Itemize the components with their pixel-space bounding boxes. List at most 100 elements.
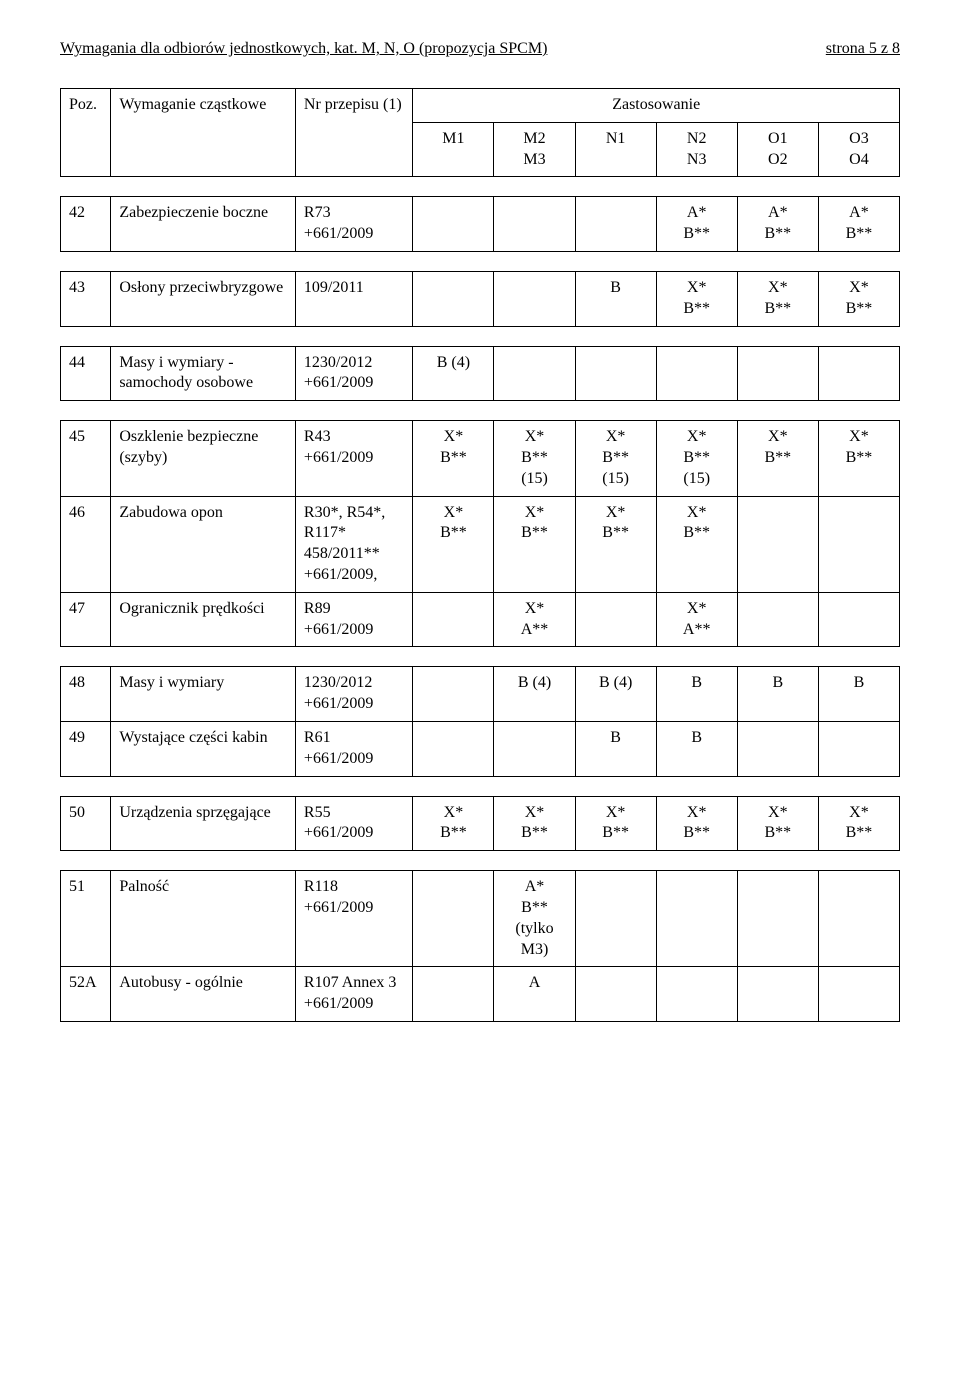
cell-wym: Palność [111, 871, 296, 967]
cell-m1: B (4) [413, 346, 494, 401]
cell-o1o2 [737, 871, 818, 967]
cell-o1o2 [737, 496, 818, 592]
cell-wym: Zabudowa opon [111, 496, 296, 592]
cell-o3o4: B [818, 667, 899, 722]
cell-o3o4 [818, 496, 899, 592]
cell-nr: R43+661/2009 [295, 421, 412, 496]
col-n1: N1 [575, 122, 656, 177]
cell-n1 [575, 871, 656, 967]
cell-n2n3: X*B** [656, 271, 737, 326]
table-row: 46 Zabudowa opon R30*, R54*, R117*458/20… [61, 496, 900, 592]
cell-poz: 43 [61, 271, 111, 326]
requirements-table: Poz. Wymaganie cząstkowe Nr przepisu (1)… [60, 88, 900, 1022]
cell-wym: Autobusy - ogólnie [111, 967, 296, 1022]
cell-n1 [575, 592, 656, 647]
cell-poz: 52A [61, 967, 111, 1022]
cell-n2n3 [656, 871, 737, 967]
cell-m2m3 [494, 721, 575, 776]
cell-nr: 1230/2012+661/2009 [295, 667, 412, 722]
cell-n2n3 [656, 967, 737, 1022]
col-m2m3: M2M3 [494, 122, 575, 177]
cell-o1o2: X*B** [737, 796, 818, 851]
cell-poz: 47 [61, 592, 111, 647]
header-left: Wymagania dla odbiorów jednostkowych, ka… [60, 40, 547, 58]
header-row-1: Poz. Wymaganie cząstkowe Nr przepisu (1)… [61, 89, 900, 123]
cell-n1: X*B** [575, 796, 656, 851]
cell-poz: 46 [61, 496, 111, 592]
cell-o3o4: X*B** [818, 421, 899, 496]
table-row: 48 Masy i wymiary 1230/2012+661/2009 B (… [61, 667, 900, 722]
header-right: strona 5 z 8 [826, 40, 900, 58]
cell-wym: Masy i wymiary [111, 667, 296, 722]
cell-n2n3: X*B** [656, 796, 737, 851]
cell-wym: Ogranicznik prędkości [111, 592, 296, 647]
cell-poz: 44 [61, 346, 111, 401]
cell-n1 [575, 197, 656, 252]
cell-m1 [413, 871, 494, 967]
cell-o1o2: B [737, 667, 818, 722]
cell-n1: B [575, 271, 656, 326]
cell-m1 [413, 592, 494, 647]
table-row: 45 Oszklenie bezpieczne (szyby) R43+661/… [61, 421, 900, 496]
cell-wym: Masy i wymiary - samochody osobowe [111, 346, 296, 401]
cell-poz: 48 [61, 667, 111, 722]
table-row: 42 Zabezpieczenie boczne R73+661/2009 A*… [61, 197, 900, 252]
cell-nr: R61+661/2009 [295, 721, 412, 776]
cell-wym: Zabezpieczenie boczne [111, 197, 296, 252]
cell-m2m3: B (4) [494, 667, 575, 722]
cell-m2m3: X*B** [494, 796, 575, 851]
cell-m2m3 [494, 346, 575, 401]
cell-nr: 1230/2012+661/2009 [295, 346, 412, 401]
cell-nr: R107 Annex 3+661/2009 [295, 967, 412, 1022]
table-row: 52A Autobusy - ogólnie R107 Annex 3+661/… [61, 967, 900, 1022]
cell-n1: B (4) [575, 667, 656, 722]
cell-o1o2: X*B** [737, 421, 818, 496]
cell-m2m3: X*A** [494, 592, 575, 647]
cell-m1: X*B** [413, 421, 494, 496]
cell-m1 [413, 967, 494, 1022]
cell-m1: X*B** [413, 496, 494, 592]
cell-n1 [575, 346, 656, 401]
cell-o1o2: A*B** [737, 197, 818, 252]
cell-m2m3: A [494, 967, 575, 1022]
cell-o3o4 [818, 592, 899, 647]
cell-poz: 50 [61, 796, 111, 851]
cell-nr: R73+661/2009 [295, 197, 412, 252]
col-zastosowanie: Zastosowanie [413, 89, 900, 123]
col-n2n3: N2N3 [656, 122, 737, 177]
cell-m1 [413, 721, 494, 776]
cell-nr: R55+661/2009 [295, 796, 412, 851]
cell-o1o2 [737, 721, 818, 776]
cell-o1o2 [737, 967, 818, 1022]
cell-m1 [413, 667, 494, 722]
col-m1: M1 [413, 122, 494, 177]
cell-n2n3: X*B**(15) [656, 421, 737, 496]
cell-wym: Oszklenie bezpieczne (szyby) [111, 421, 296, 496]
cell-wym: Osłony przeciwbryzgowe [111, 271, 296, 326]
cell-wym: Urządzenia sprzęgające [111, 796, 296, 851]
cell-n1: B [575, 721, 656, 776]
cell-m1 [413, 197, 494, 252]
cell-poz: 49 [61, 721, 111, 776]
cell-n2n3: A*B** [656, 197, 737, 252]
table-row: 47 Ogranicznik prędkości R89+661/2009 X*… [61, 592, 900, 647]
cell-n1: X*B** [575, 496, 656, 592]
cell-nr: R89+661/2009 [295, 592, 412, 647]
cell-n1: X*B**(15) [575, 421, 656, 496]
table-row: 51 Palność R118+661/2009 A*B**(tylko M3) [61, 871, 900, 967]
cell-n1 [575, 967, 656, 1022]
cell-m2m3: A*B**(tylko M3) [494, 871, 575, 967]
cell-n2n3: B [656, 667, 737, 722]
cell-o3o4 [818, 871, 899, 967]
cell-o1o2 [737, 592, 818, 647]
cell-m1 [413, 271, 494, 326]
cell-n2n3 [656, 346, 737, 401]
table-row: 50 Urządzenia sprzęgające R55+661/2009 X… [61, 796, 900, 851]
cell-m2m3: X*B**(15) [494, 421, 575, 496]
cell-o1o2 [737, 346, 818, 401]
cell-o3o4: X*B** [818, 271, 899, 326]
cell-n2n3: X*A** [656, 592, 737, 647]
table-row: 44 Masy i wymiary - samochody osobowe 12… [61, 346, 900, 401]
cell-nr: R118+661/2009 [295, 871, 412, 967]
cell-m2m3 [494, 271, 575, 326]
